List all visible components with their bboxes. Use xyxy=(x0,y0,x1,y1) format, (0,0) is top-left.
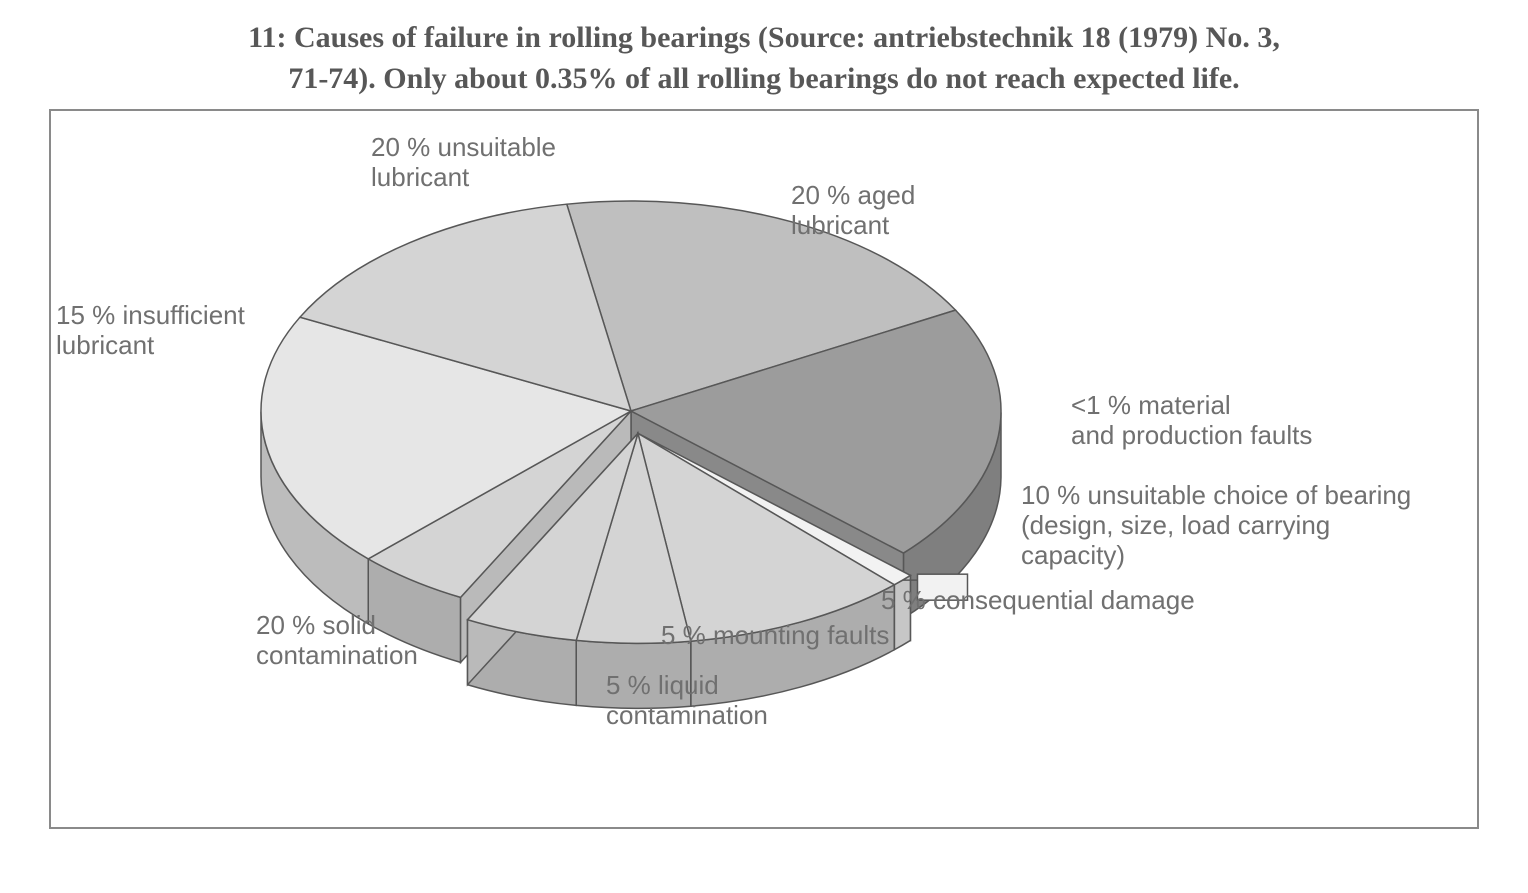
chart-frame: 20 % unsuitable lubricant 20 % aged lubri… xyxy=(49,109,1479,829)
pie-slice-label: 20 % aged lubricant xyxy=(791,181,915,241)
figure-caption: 11: Causes of failure in rolling bearing… xyxy=(64,18,1464,99)
pie-slice-label: 20 % unsuitable lubricant xyxy=(371,133,556,193)
pie-slice-label: 20 % solid contamination xyxy=(256,611,418,671)
pie-slice-label: 5 % liquid contamination xyxy=(606,671,768,731)
caption-line-2: 71-74). Only about 0.35% of all rolling … xyxy=(288,62,1239,95)
pie-slice-label: 10 % unsuitable choice of bearing (desig… xyxy=(1021,481,1411,571)
caption-line-1: 11: Causes of failure in rolling bearing… xyxy=(248,21,1280,54)
pie-slice-label: 15 % insufficient lubricant xyxy=(56,301,245,361)
pie-slice-label: <1 % material and production faults xyxy=(1071,391,1312,451)
pie-slice-label: 5 % consequential damage xyxy=(881,586,1195,616)
pie-slice-label: 5 % mounting faults xyxy=(661,621,889,651)
